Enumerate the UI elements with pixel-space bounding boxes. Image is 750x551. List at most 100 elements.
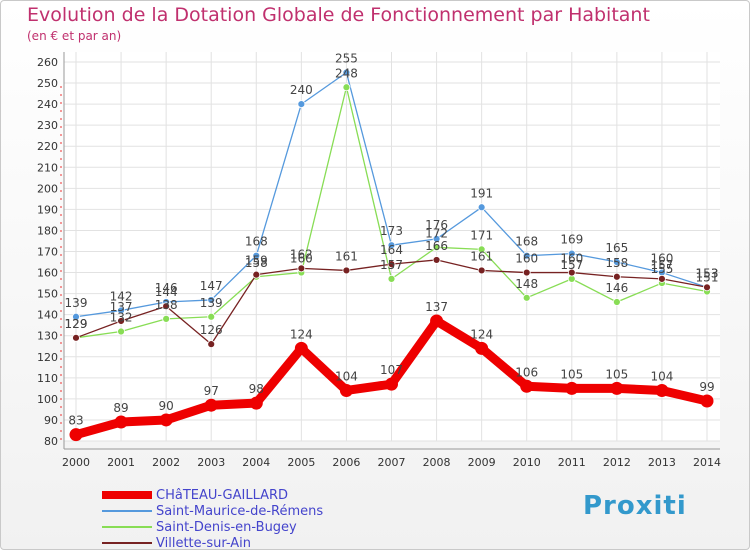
data-label: 162	[290, 247, 313, 261]
data-label: 137	[425, 300, 448, 314]
y-tick-label: 220	[37, 140, 58, 153]
data-point	[114, 415, 128, 429]
data-point	[612, 272, 621, 281]
data-label: 160	[515, 252, 538, 266]
x-tick-label: 2010	[513, 456, 541, 469]
y-tick-label: 120	[37, 351, 58, 364]
legend-swatch	[102, 526, 152, 528]
y-tick-label: 230	[37, 119, 58, 132]
x-tick-label: 2013	[648, 456, 676, 469]
x-tick-label: 2000	[62, 456, 90, 469]
data-point	[432, 256, 441, 264]
data-label: 166	[425, 239, 448, 253]
data-label: 160	[560, 252, 583, 266]
data-point	[565, 381, 579, 395]
data-point	[477, 203, 486, 212]
data-point	[700, 394, 714, 408]
data-point	[207, 296, 216, 304]
data-label: 104	[335, 369, 358, 383]
chart-legend: CHâTEAU-GAILLARD Saint-Maurice-de-Rémens S…	[102, 487, 323, 551]
data-label: 99	[699, 380, 714, 394]
x-tick-label: 2012	[603, 456, 631, 469]
data-label: 171	[470, 228, 493, 242]
data-point	[117, 317, 125, 325]
legend-swatch	[102, 510, 152, 512]
y-tick-label: 210	[37, 161, 58, 174]
data-label: 158	[245, 256, 268, 270]
data-point	[477, 245, 486, 254]
data-label: 165	[605, 241, 628, 255]
legend-label: CHâTEAU-GAILLARD	[156, 487, 289, 503]
data-point	[162, 302, 171, 311]
data-label: 137	[110, 300, 133, 314]
data-label: 139	[200, 296, 223, 310]
y-tick-label: 130	[37, 330, 58, 343]
data-point	[297, 100, 306, 109]
x-tick-label: 2001	[107, 456, 135, 469]
legend-label: Saint-Denis-en-Bugey	[156, 519, 297, 535]
y-tick-label: 80	[44, 435, 58, 448]
data-label: 106	[515, 365, 538, 379]
data-label: 142	[110, 289, 133, 303]
y-tick-label: 110	[37, 372, 58, 385]
data-label: 173	[380, 224, 403, 238]
data-label: 97	[204, 384, 219, 398]
x-tick-label: 2002	[152, 456, 180, 469]
data-point	[567, 249, 576, 258]
data-label: 90	[159, 399, 174, 413]
data-point	[522, 268, 531, 277]
data-label: 107	[380, 363, 403, 377]
data-point	[567, 268, 576, 277]
data-label: 248	[335, 66, 358, 80]
data-point	[703, 283, 711, 292]
data-point	[342, 266, 351, 275]
data-label: 104	[650, 369, 673, 383]
data-label: 164	[380, 243, 403, 257]
data-point	[117, 306, 125, 315]
x-tick-label: 2004	[242, 456, 270, 469]
legend-item: Villette-sur-Ain	[102, 535, 323, 551]
y-tick-label: 260	[37, 56, 58, 69]
legend-label: Saint-Maurice-de-Rémens	[156, 503, 324, 519]
legend-item: CHâTEAU-GAILLARD	[102, 487, 323, 503]
data-point	[117, 327, 125, 336]
data-point	[72, 312, 80, 321]
data-point	[475, 341, 489, 355]
data-point	[252, 270, 261, 279]
data-label: 176	[425, 218, 448, 232]
data-label: 172	[425, 226, 448, 240]
data-point	[387, 241, 396, 250]
data-point	[432, 234, 441, 243]
data-point	[658, 274, 666, 283]
data-label: 138	[155, 298, 178, 312]
data-label: 158	[605, 256, 628, 270]
data-point	[69, 428, 83, 442]
y-tick-label: 100	[37, 393, 58, 406]
y-tick-label: 140	[37, 309, 58, 322]
y-tick-label: 90	[44, 414, 58, 427]
data-label: 161	[335, 249, 358, 263]
chart-subtitle: (en € et par an)	[27, 29, 122, 43]
data-label: 98	[249, 382, 264, 396]
x-tick-label: 2011	[558, 456, 586, 469]
data-label: 168	[245, 235, 268, 249]
legend-item: Saint-Denis-en-Bugey	[102, 519, 323, 535]
y-tick-label: 150	[37, 288, 58, 301]
legend-item: Saint-Maurice-de-Rémens	[102, 503, 323, 519]
chart-title: Evolution de la Dotation Globale de Fonc…	[27, 4, 650, 26]
data-point	[610, 381, 624, 395]
proxiti-logo: Proxiti	[583, 491, 687, 521]
data-point	[520, 379, 534, 393]
data-point	[522, 293, 531, 302]
data-label: 157	[650, 258, 673, 272]
x-tick-label: 2008	[423, 456, 451, 469]
data-point	[207, 312, 216, 321]
data-point	[294, 341, 308, 355]
data-point	[385, 377, 398, 391]
data-label: 144	[155, 285, 178, 299]
data-label: 255	[335, 52, 358, 66]
y-tick-label: 250	[37, 77, 58, 90]
data-label: 124	[470, 327, 493, 341]
